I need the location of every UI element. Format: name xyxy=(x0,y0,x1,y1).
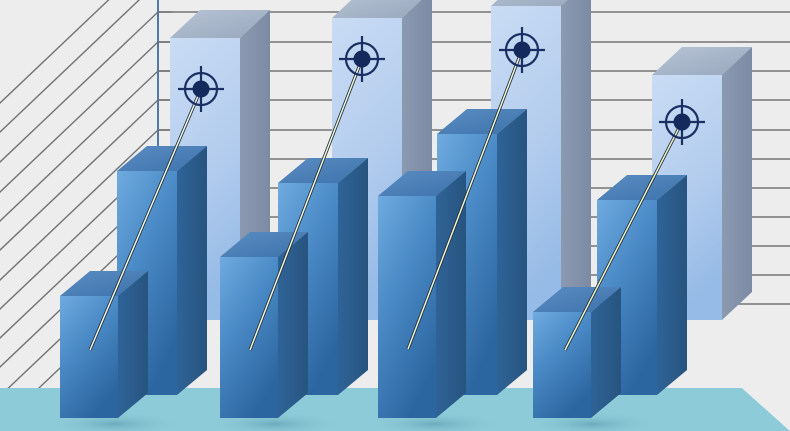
front-bar-3[interactable] xyxy=(378,171,466,418)
mid-bar-4-side-face xyxy=(657,175,687,395)
front-bar-2-side-face xyxy=(278,232,308,418)
front-bar-3-front-face xyxy=(378,196,436,418)
front-bar-1[interactable] xyxy=(60,271,148,418)
target-marker-4[interactable] xyxy=(659,99,705,145)
front-bar-2[interactable] xyxy=(220,232,308,418)
front-bar-4-front-face xyxy=(533,312,591,418)
pointer-lines xyxy=(88,49,684,351)
mid-bar-4[interactable] xyxy=(597,175,687,395)
pointer-line-3 xyxy=(406,49,524,350)
back-bar-3-side-face xyxy=(561,0,591,320)
front-bar-3-top-face xyxy=(378,171,466,196)
front-bar-2-top-face xyxy=(220,232,308,257)
target-marker-2[interactable] xyxy=(339,36,385,82)
back-bar-4-top-face xyxy=(652,47,752,75)
front-bar-2-front-face xyxy=(220,257,278,418)
front-bar-1-front-face xyxy=(60,296,118,418)
back-bar-3-top-face xyxy=(491,0,568,6)
back-bar-2-top-face xyxy=(332,0,422,18)
front-bar-4-side-face xyxy=(591,287,621,418)
pointer-line-4 xyxy=(563,121,684,351)
front-bar-1-side-face xyxy=(118,271,148,418)
pointer-line-2 xyxy=(248,58,364,351)
back-bar-1-top-face xyxy=(170,10,270,38)
front-bar-4[interactable] xyxy=(533,287,621,418)
mid-bar-2-side-face xyxy=(338,158,368,395)
target-marker-1[interactable] xyxy=(178,66,224,112)
target-marker-3[interactable] xyxy=(499,27,545,73)
floor-corner-cut xyxy=(742,388,790,431)
front-bar-1-top-face xyxy=(60,271,148,296)
mid-bar-3-side-face xyxy=(497,109,527,395)
target-markers xyxy=(178,27,705,145)
pointer-line-1 xyxy=(88,88,203,351)
front-bar-4-top-face xyxy=(533,287,621,312)
back-bar-4-side-face xyxy=(722,47,752,320)
mid-bar-1-side-face xyxy=(177,146,207,395)
front-bar-3-side-face xyxy=(436,171,466,418)
